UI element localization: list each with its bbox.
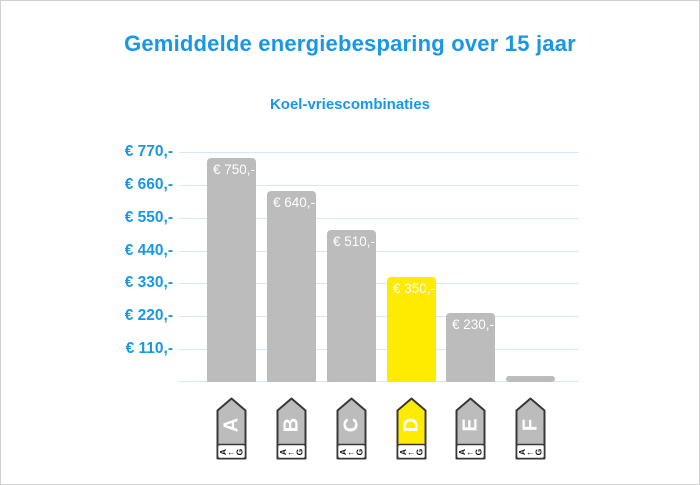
energy-arrow-icon <box>216 397 247 460</box>
plot-area: € 750,- € 640,- € 510,- € 350,- € 230,- <box>179 152 579 382</box>
energy-class-letter: C <box>340 417 362 433</box>
scale-from-letter: A <box>457 448 468 456</box>
scale-from-letter: A <box>398 448 409 456</box>
page-title: Gemiddelde energiebesparing over 15 jaar <box>124 31 576 56</box>
gridline-220 <box>179 316 579 317</box>
gridline-baseline <box>179 381 579 382</box>
bar-value-label: € 510,- <box>333 234 376 249</box>
bar-value-label: € 350,- <box>393 281 436 296</box>
scale-to-letter: G <box>294 448 305 456</box>
energy-arrow-icon <box>336 397 367 460</box>
bar-value-label: € 750,- <box>213 162 256 177</box>
a-to-g-scale: A ← G <box>216 446 247 458</box>
bar-class-c: € 510,- <box>327 230 376 382</box>
scale-to-letter: G <box>473 448 484 456</box>
energy-class-letter: D <box>400 417 422 433</box>
scale-to-letter: G <box>533 448 544 456</box>
energy-tag-e: E A ← G <box>455 397 486 460</box>
chart-subtitle: Koel-vriescombinaties <box>269 96 431 113</box>
y-tick-110: € 110,- <box>125 340 173 357</box>
gridline-330 <box>179 283 579 284</box>
energy-class-letter: A <box>220 417 242 433</box>
gridline-110 <box>179 349 579 350</box>
bar-value-label: € 640,- <box>273 195 316 210</box>
bar-class-f <box>506 376 555 382</box>
scale-to-letter: G <box>354 448 365 456</box>
scale-arrow-icon: ← <box>347 447 356 457</box>
bar-value-label: € 230,- <box>452 317 495 332</box>
y-tick-550: € 550,- <box>124 209 173 226</box>
energy-tag-b: B A ← G <box>276 397 307 460</box>
scale-from-letter: A <box>218 448 229 456</box>
scale-arrow-icon: ← <box>526 447 535 457</box>
bar-class-e: € 230,- <box>446 313 495 382</box>
energy-arrow-icon <box>276 397 307 460</box>
y-tick-220: € 220,- <box>124 307 173 324</box>
scale-arrow-icon: ← <box>287 447 296 457</box>
bar-class-b: € 640,- <box>267 191 316 382</box>
scale-arrow-icon: ← <box>407 447 416 457</box>
scale-to-letter: G <box>414 448 425 456</box>
y-tick-440: € 440,- <box>124 242 173 259</box>
a-to-g-scale: A ← G <box>455 446 486 458</box>
y-tick-660: € 660,- <box>124 176 173 193</box>
energy-class-letter: B <box>280 417 302 433</box>
scale-from-letter: A <box>338 448 349 456</box>
scale-to-letter: G <box>234 448 245 456</box>
energy-tag-a: A A ← G <box>216 397 247 460</box>
gridline-770 <box>179 152 579 153</box>
y-tick-330: € 330,- <box>124 274 173 291</box>
a-to-g-scale: A ← G <box>515 446 546 458</box>
gridline-660 <box>179 185 579 186</box>
a-to-g-scale: A ← G <box>396 446 427 458</box>
energy-arrow-icon <box>396 397 427 460</box>
bar-class-d: € 350,- <box>387 277 436 382</box>
bar-class-a: € 750,- <box>207 158 256 382</box>
energy-arrow-icon <box>515 397 546 460</box>
energy-tag-d: D A ← G <box>396 397 427 460</box>
a-to-g-scale: A ← G <box>276 446 307 458</box>
scale-from-letter: A <box>278 448 289 456</box>
scale-arrow-icon: ← <box>227 447 236 457</box>
scale-from-letter: A <box>517 448 528 456</box>
gridline-440 <box>179 251 579 252</box>
energy-tag-c: C A ← G <box>336 397 367 460</box>
a-to-g-scale: A ← G <box>336 446 367 458</box>
y-tick-770: € 770,- <box>124 143 173 160</box>
gridline-550 <box>179 218 579 219</box>
energy-arrow-icon <box>455 397 486 460</box>
scale-arrow-icon: ← <box>466 447 475 457</box>
energy-tag-f: F A ← G <box>515 397 546 460</box>
energy-class-letter: E <box>459 418 481 432</box>
energy-class-letter: F <box>519 418 541 432</box>
